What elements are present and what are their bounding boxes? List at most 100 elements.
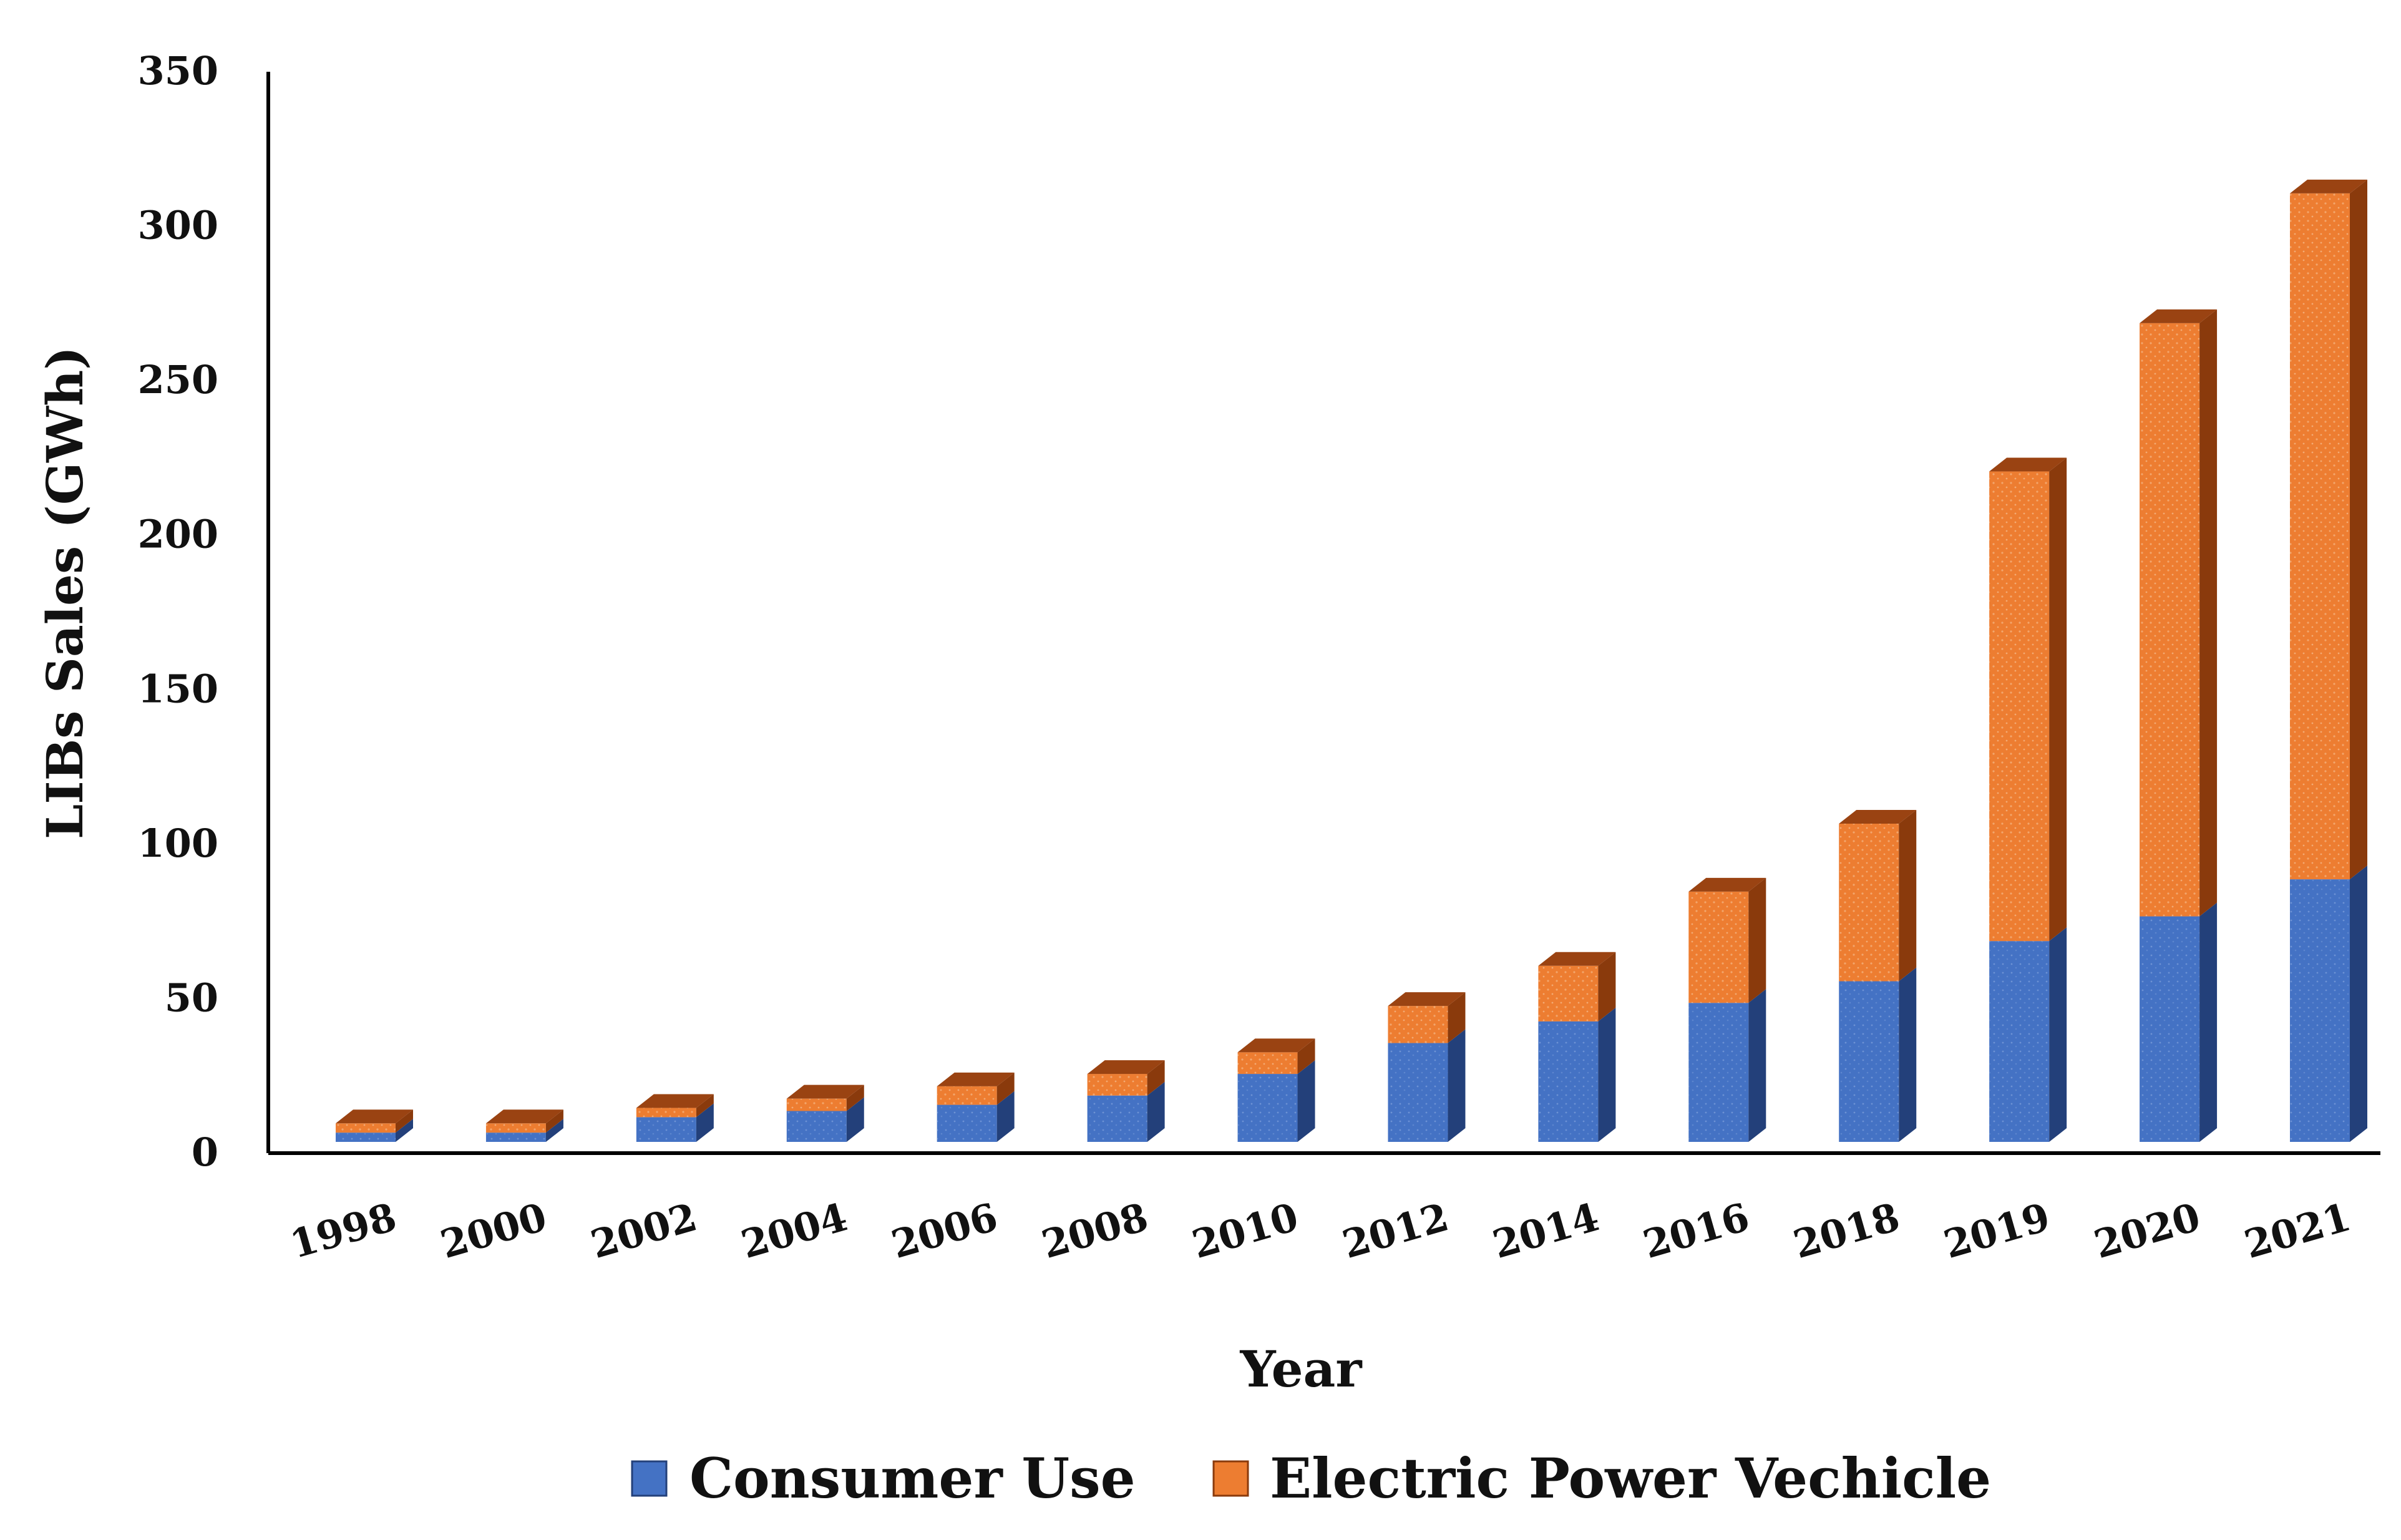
x-tick-label-2016: 2016 — [1638, 1194, 1754, 1267]
bar-consumer-use-2021-texture — [2290, 879, 2350, 1142]
bar-consumer-use-2008-texture — [1087, 1095, 1147, 1142]
y-axis-title: LIBs Sales (GWh) — [36, 346, 94, 839]
bar-consumer-use-2012-texture — [1388, 1043, 1448, 1142]
x-tick-label-2019: 2019 — [1939, 1194, 2055, 1267]
bar-consumer-use-1998-side — [396, 1119, 413, 1142]
bar-consumer-use-1998-texture — [336, 1133, 396, 1142]
x-axis-title: Year — [1239, 1340, 1362, 1398]
bar-electric-power-vechicle-2018-side — [1899, 810, 1917, 982]
x-tick-label-2010: 2010 — [1187, 1194, 1303, 1267]
bar-consumer-use-2018-texture — [1839, 981, 1899, 1142]
bar-group-2012 — [1388, 992, 1466, 1142]
y-tick-label-250: 250 — [138, 357, 218, 402]
legend: Consumer Use Electric Power Vechicle — [631, 1446, 1991, 1511]
y-tick-label-100: 100 — [138, 821, 218, 866]
bar-consumer-use-2016-side — [1748, 989, 1766, 1142]
bars — [336, 179, 2367, 1142]
bar-electric-power-vechicle-2019-side — [2049, 457, 2067, 942]
bar-top-2016 — [1688, 877, 1766, 892]
bar-group-2018 — [1839, 810, 1917, 1142]
bar-group-2021 — [2290, 179, 2367, 1142]
x-tick-label-2006: 2006 — [887, 1194, 1003, 1267]
bar-electric-power-vechicle-2006-texture — [937, 1086, 997, 1105]
bar-consumer-use-2004-side — [846, 1097, 864, 1142]
bar-consumer-use-2000-texture — [485, 1133, 546, 1142]
bar-electric-power-vechicle-2004-side — [846, 1084, 864, 1111]
bar-group-2010 — [1237, 1038, 1315, 1142]
bar-electric-power-vechicle-2020-side — [2199, 309, 2218, 917]
bar-top-2020 — [2140, 309, 2218, 323]
bar-top-2021 — [2290, 179, 2367, 193]
bar-electric-power-vechicle-2018-texture — [1839, 824, 1899, 982]
bar-electric-power-vechicle-2019-texture — [1989, 471, 2050, 942]
bar-top-2012 — [1388, 992, 1466, 1006]
bar-consumer-use-2018-side — [1899, 967, 1917, 1142]
x-tick-label-2020: 2020 — [2089, 1194, 2205, 1267]
bar-electric-power-vechicle-1998-side — [396, 1109, 413, 1133]
x-tick-label-2014: 2014 — [1488, 1194, 1604, 1267]
x-tick-label-2004: 2004 — [736, 1194, 852, 1267]
x-tick-labels: 1998 2000 2002 2004 2006 2008 2010 2012 2014 2016… — [285, 1194, 2355, 1267]
bar-group-2019 — [1989, 457, 2067, 1142]
x-tick-label-2000: 2000 — [436, 1194, 552, 1267]
bar-consumer-use-2016-texture — [1688, 1003, 1749, 1142]
bar-group-2000 — [485, 1109, 563, 1142]
bar-electric-power-vechicle-2008-texture — [1087, 1074, 1147, 1096]
bar-electric-power-vechicle-2016-side — [1748, 877, 1766, 1003]
bar-group-2008 — [1087, 1060, 1165, 1142]
x-tick-label-2002: 2002 — [586, 1194, 702, 1267]
bar-electric-power-vechicle-2006-side — [996, 1072, 1015, 1105]
bar-electric-power-vechicle-2008-side — [1147, 1060, 1165, 1096]
x-tick-label-2008: 2008 — [1037, 1194, 1153, 1267]
bar-group-2020 — [2140, 309, 2218, 1142]
y-tick-label-150: 150 — [138, 666, 218, 711]
bar-consumer-use-2020-texture — [2140, 916, 2200, 1142]
bar-consumer-use-2010-texture — [1237, 1074, 1298, 1142]
bar-electric-power-vechicle-1998-texture — [336, 1123, 396, 1133]
y-tick-label-300: 300 — [138, 203, 218, 248]
bar-top-2019 — [1989, 457, 2067, 472]
x-tick-label-2021: 2021 — [2239, 1194, 2355, 1267]
bar-top-2018 — [1839, 810, 1917, 824]
legend-swatch-electric-power-vechicle — [1212, 1460, 1249, 1497]
bar-consumer-use-2002-side — [696, 1103, 714, 1142]
bar-group-2004 — [786, 1084, 864, 1142]
bar-consumer-use-2014-side — [1598, 1007, 1616, 1142]
bar-electric-power-vechicle-2012-texture — [1388, 1006, 1448, 1043]
legend-label-consumer-use: Consumer Use — [689, 1446, 1136, 1511]
bar-electric-power-vechicle-2020-texture — [2140, 323, 2200, 917]
x-tick-label-2018: 2018 — [1788, 1194, 1904, 1267]
x-tick-label-2012: 2012 — [1338, 1194, 1454, 1267]
bar-group-2002 — [636, 1094, 714, 1142]
bar-consumer-use-2021-side — [2350, 865, 2367, 1142]
y-tick-label-0: 0 — [192, 1129, 218, 1175]
bar-group-2016 — [1688, 877, 1766, 1142]
bar-top-2000 — [485, 1109, 563, 1124]
bar-consumer-use-2002-texture — [636, 1117, 696, 1142]
bar-electric-power-vechicle-2002-texture — [636, 1108, 696, 1118]
bar-group-1998 — [336, 1109, 413, 1142]
bar-consumer-use-2010-side — [1297, 1060, 1315, 1142]
bar-electric-power-vechicle-2000-side — [545, 1109, 563, 1133]
bar-consumer-use-2020-side — [2199, 902, 2218, 1142]
bar-electric-power-vechicle-2014-side — [1598, 952, 1616, 1021]
bar-top-2014 — [1538, 952, 1616, 966]
y-tick-labels: 0 50 100 150 200 250 300 350 — [138, 48, 218, 1175]
bar-top-2010 — [1237, 1038, 1315, 1053]
bar-top-2002 — [636, 1094, 714, 1108]
legend-swatch-consumer-use — [631, 1460, 668, 1497]
bar-consumer-use-2008-side — [1147, 1081, 1165, 1142]
bar-electric-power-vechicle-2014-texture — [1538, 965, 1599, 1021]
bar-consumer-use-2000-side — [545, 1119, 563, 1142]
bar-electric-power-vechicle-2010-side — [1297, 1038, 1315, 1075]
bar-electric-power-vechicle-2004-texture — [786, 1098, 847, 1111]
y-tick-label-200: 200 — [138, 512, 218, 557]
bar-consumer-use-2019-side — [2049, 927, 2067, 1142]
bar-electric-power-vechicle-2012-side — [1448, 992, 1466, 1043]
bar-consumer-use-2006-texture — [937, 1104, 997, 1142]
bar-group-2014 — [1538, 952, 1616, 1142]
bar-electric-power-vechicle-2021-side — [2350, 179, 2367, 880]
x-tick-label-1998: 1998 — [285, 1194, 401, 1267]
